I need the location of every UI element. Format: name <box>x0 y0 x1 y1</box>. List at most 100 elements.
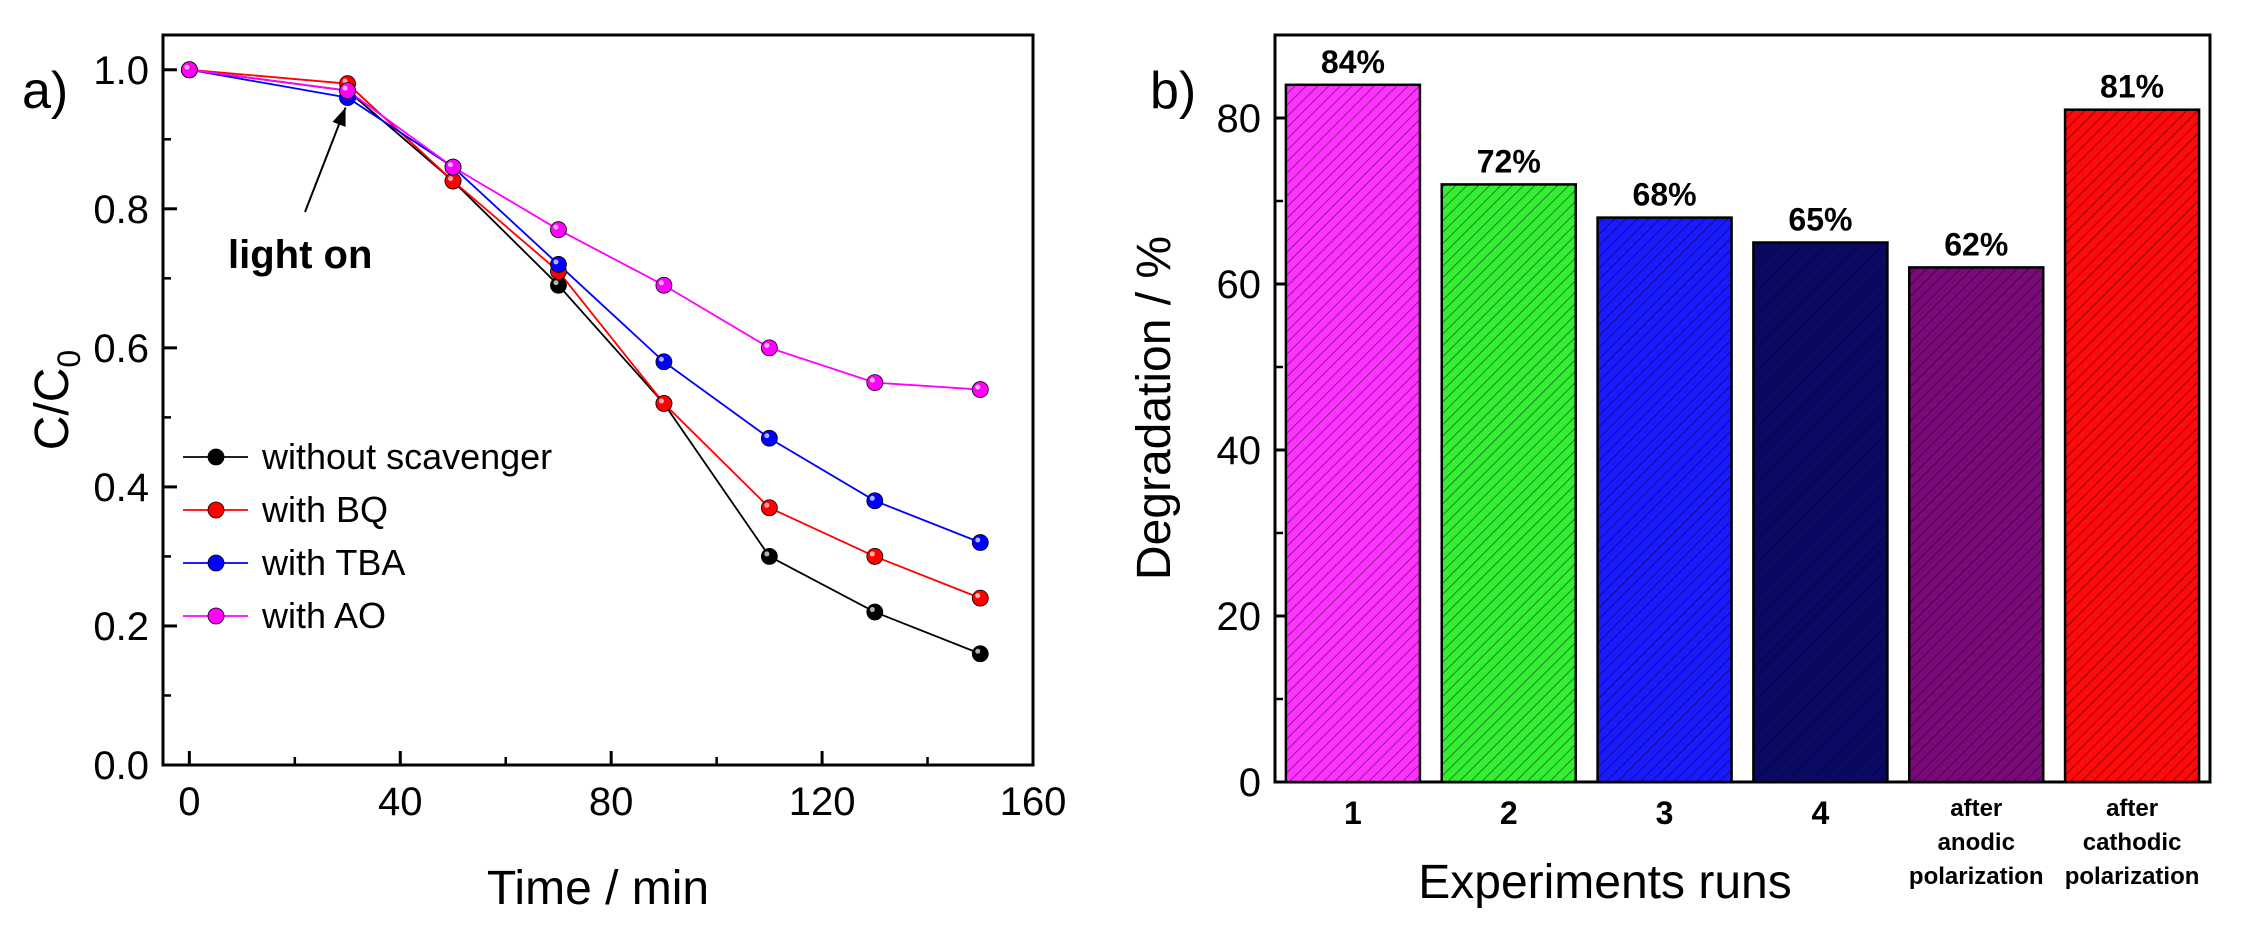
point-with-bq-90 <box>655 395 673 412</box>
x-tick-label-160: 160 <box>1000 780 1067 824</box>
series-line-with-tba <box>189 68 981 544</box>
light-on-annotation: light on <box>228 233 372 277</box>
bar-value-label-5: 62% <box>1944 226 2008 262</box>
point-with-bq-110 <box>760 499 778 517</box>
point-with-ao-0 <box>180 61 198 79</box>
legend-label-with-ao: with AO <box>261 595 386 636</box>
panel-b-label: b) <box>1150 62 1196 120</box>
light-on-arrow-head <box>332 107 346 127</box>
light-on-arrow-line <box>304 107 347 213</box>
y-tick-label-1: 1.0 <box>93 49 149 93</box>
panel-b-category-labels: 1 2 3 4 after anodic polarization after cathodic… <box>1344 795 2199 890</box>
legend-marker-without-scavenger <box>207 448 225 466</box>
panel-a-y-axis-title-main: C/C <box>26 368 79 451</box>
series-line-without-scavenger <box>189 68 981 655</box>
x-tick-label-120: 120 <box>789 780 856 824</box>
point-highlight <box>975 593 981 599</box>
category-label-6: after <box>2106 795 2158 822</box>
panel-a-legend: without scavenger with BQ with TBA with AO <box>183 436 552 636</box>
point-with-ao-130 <box>866 374 884 392</box>
bar-3 <box>1596 216 1733 784</box>
panel-a-annotation: light on <box>228 107 372 277</box>
category-label-5: anodic <box>1938 829 2015 856</box>
legend-label-without-scavenger: without scavenger <box>261 436 552 477</box>
point-with-bq-130 <box>866 548 884 565</box>
bar-5 <box>1907 266 2045 784</box>
point-with-ao-110 <box>760 339 778 357</box>
bar-value-label-3: 68% <box>1633 177 1697 213</box>
point-with-ao-90 <box>655 276 673 294</box>
x-tick-label-80: 80 <box>589 780 634 824</box>
point-with-tba-90 <box>655 353 673 371</box>
b-y-tick-label-60: 60 <box>1217 263 1262 307</box>
b-y-tick-label-80: 80 <box>1217 97 1262 141</box>
point-highlight <box>764 502 770 508</box>
point-highlight <box>658 280 664 286</box>
category-label-2: 2 <box>1500 795 1518 831</box>
y-tick-label-0.2: 0.2 <box>93 605 149 649</box>
y-tick-label-0.6: 0.6 <box>93 327 149 371</box>
panel-a-x-axis-title: Time / min <box>487 862 709 915</box>
b-y-tick-label-20: 20 <box>1217 595 1262 639</box>
category-label-5: after <box>1950 795 2002 822</box>
point-with-tba-110 <box>760 429 778 447</box>
point-highlight <box>764 342 770 348</box>
panel-b-plot-frame <box>1273 33 2212 784</box>
point-highlight <box>448 162 453 168</box>
panel-a-y-axis-title: C/C0 <box>26 350 87 450</box>
point-highlight <box>764 433 770 439</box>
panel-a-label: a) <box>22 62 68 120</box>
point-highlight <box>975 384 981 390</box>
category-label-6: polarization <box>2065 863 2200 890</box>
panel-a-y-axis-title-sub: 0 <box>51 350 87 368</box>
panel-a-series <box>180 61 989 663</box>
point-highlight <box>658 398 664 404</box>
y-tick-label-0.4: 0.4 <box>93 466 149 510</box>
point-without-scavenger-110 <box>760 548 778 565</box>
point-with-tba-150 <box>971 534 989 551</box>
bar-1 <box>1284 83 1422 784</box>
point-with-ao-70 <box>550 221 567 239</box>
bar-6 <box>2063 108 2201 784</box>
point-highlight <box>975 648 981 654</box>
point-highlight <box>869 551 875 557</box>
point-with-tba-70 <box>550 256 567 273</box>
point-highlight <box>448 176 453 181</box>
bar-value-label-2: 72% <box>1477 143 1541 179</box>
series-line-with-ao <box>189 68 981 391</box>
point-highlight <box>869 377 875 383</box>
point-with-ao-30 <box>339 82 356 100</box>
b-y-tick-label-40: 40 <box>1217 429 1262 473</box>
category-label-5: polarization <box>1909 863 2044 890</box>
category-label-4: 4 <box>1812 795 1830 831</box>
b-y-tick-label-0: 0 <box>1239 761 1261 805</box>
panel-a-plot-frame <box>161 33 1035 767</box>
y-tick-label-0: 0.0 <box>93 744 149 788</box>
point-with-ao-50 <box>444 158 462 176</box>
legend-label-with-bq: with BQ <box>261 489 388 530</box>
bar-value-label-4: 65% <box>1788 202 1852 238</box>
point-with-ao-150 <box>971 381 989 398</box>
point-highlight <box>553 224 559 230</box>
bar-2 <box>1440 183 1578 784</box>
x-tick-label-40: 40 <box>378 780 423 824</box>
point-without-scavenger-150 <box>971 645 989 663</box>
point-highlight <box>869 495 875 501</box>
category-label-3: 3 <box>1656 795 1674 831</box>
legend-marker-with-ao <box>207 607 225 625</box>
bar-value-label-1: 84% <box>1321 44 1385 80</box>
category-label-1: 1 <box>1344 795 1362 831</box>
point-highlight <box>975 537 981 543</box>
panel-b-bar-chart: b) 0 20 40 60 80 84% 72% 68% 65% 62% 81% 1 2 3 4 afte… <box>1128 33 2212 909</box>
bar-4 <box>1752 241 1889 784</box>
panel-b-bars: 84% 72% 68% 65% 62% 81% <box>1284 44 2201 784</box>
point-highlight <box>869 607 875 613</box>
point-with-tba-130 <box>866 492 884 510</box>
legend-label-with-tba: with TBA <box>261 542 405 583</box>
series-line-with-bq <box>189 68 981 599</box>
svg-text:C/C0: C/C0 <box>26 350 87 450</box>
panel-b-ticks: 0 20 40 60 80 <box>1217 33 2134 805</box>
panel-a-ticks: 0 40 80 120 160 0.0 0.2 0.4 0.6 0.8 1.0 <box>93 49 1066 824</box>
legend-marker-with-bq <box>207 501 225 519</box>
